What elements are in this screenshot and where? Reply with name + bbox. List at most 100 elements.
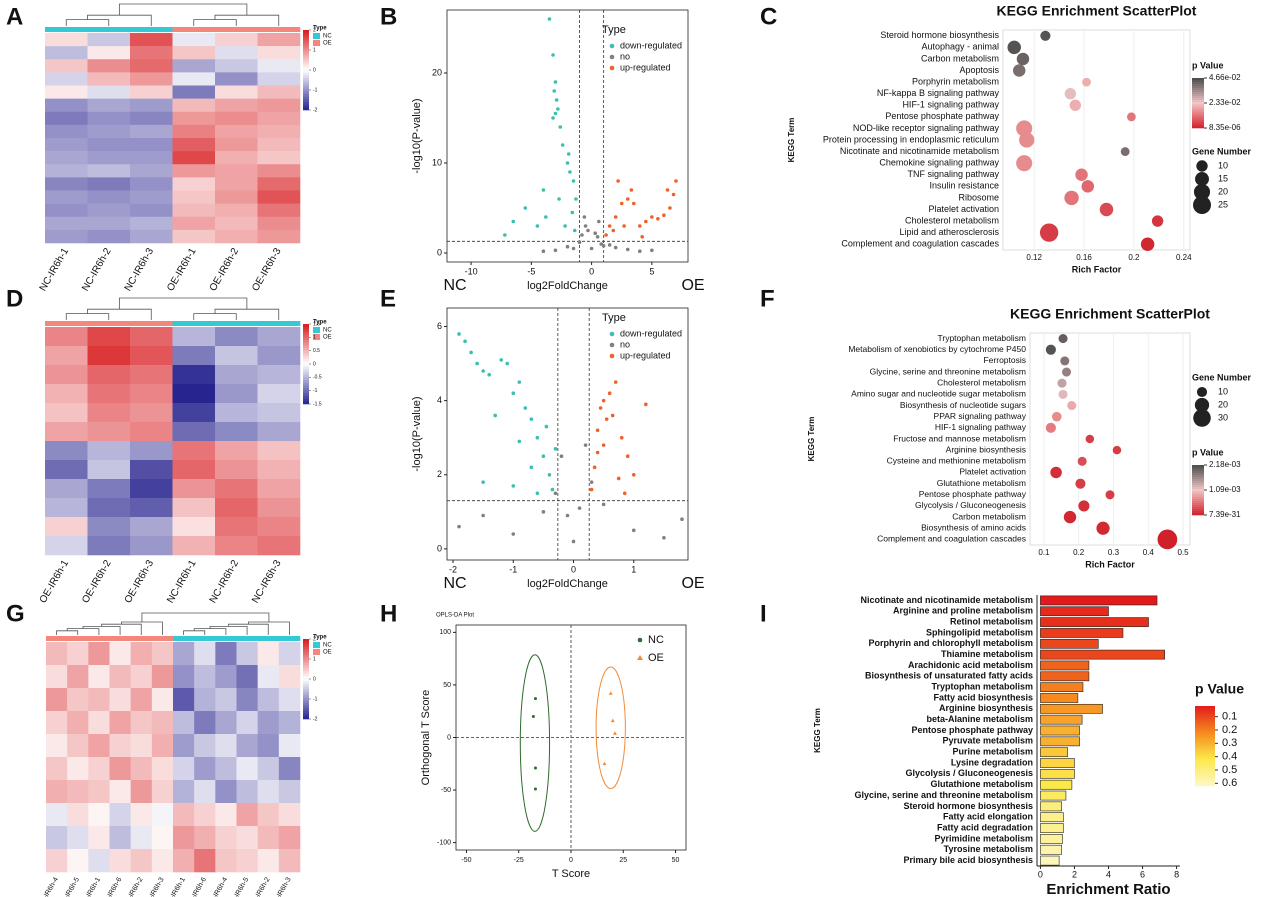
heatmap-cell	[45, 460, 88, 480]
colorbar-step	[1192, 96, 1204, 99]
heatmap-cell	[215, 803, 237, 827]
heatmap-cell	[87, 536, 131, 556]
point	[511, 219, 516, 224]
colorbar-step	[303, 713, 309, 717]
colorbar-label: 4.66e-02	[1209, 73, 1241, 82]
point	[583, 443, 588, 447]
colorbar-label: 0.5	[1222, 764, 1237, 776]
heatmap-cell	[87, 190, 131, 204]
legend-swatch	[313, 649, 320, 655]
colorbar-step	[303, 644, 309, 648]
point	[535, 224, 540, 228]
bar	[1040, 693, 1079, 703]
colorbar-label: 0.6	[1222, 777, 1237, 789]
point	[547, 472, 552, 477]
colorbar-step	[1192, 84, 1204, 87]
heatmap-cell	[45, 229, 88, 244]
legend-swatch	[313, 327, 320, 333]
point	[574, 197, 578, 201]
heatmap-cell	[109, 757, 131, 781]
x-tick-label: 25	[619, 857, 627, 864]
heatmap-cell	[257, 536, 301, 556]
x-tick-label: 0.4	[1143, 548, 1155, 557]
colorbar-step	[303, 711, 309, 714]
size-legend-marker	[1193, 409, 1211, 427]
colorbar-step	[303, 639, 309, 642]
colorbar-step	[1192, 78, 1204, 81]
colorbar-step	[303, 697, 309, 701]
point	[607, 243, 612, 247]
panel-label: A	[6, 3, 23, 30]
colorbar-step	[303, 334, 309, 338]
heatmap-cell	[46, 757, 68, 781]
point	[493, 413, 498, 418]
heatmap-cell	[172, 479, 216, 499]
point	[622, 224, 626, 228]
heatmap-cell	[130, 346, 173, 366]
point	[487, 372, 491, 377]
colorbar-step	[1195, 735, 1215, 739]
colorbar-step	[303, 641, 309, 645]
heatmap-cell	[87, 111, 131, 126]
y-tick-label: Biosynthesis of nucleotide sugars	[900, 400, 1026, 410]
heatmap-cell	[194, 780, 216, 804]
heatmap-cell	[88, 642, 110, 666]
heatmap-cell	[215, 460, 258, 480]
heatmap-cell	[130, 190, 173, 204]
bubble	[1016, 155, 1033, 172]
colorbar-step	[303, 687, 309, 690]
legend-swatch	[313, 334, 320, 340]
heatmap-cell	[257, 229, 301, 244]
type-bar	[215, 636, 237, 641]
type-bar	[46, 636, 68, 641]
colorbar-step	[1192, 481, 1204, 484]
heatmap-cell	[87, 346, 131, 366]
heatmap-cell	[45, 72, 88, 86]
colorbar-step	[303, 64, 309, 68]
point	[589, 480, 594, 484]
point	[481, 513, 485, 518]
heatmap-cell	[67, 734, 89, 758]
point	[665, 188, 670, 192]
point	[638, 249, 642, 253]
heatmap-cell	[173, 826, 195, 850]
x-axis-label: log2FoldChange	[527, 578, 608, 590]
size-legend-label: 10	[1218, 160, 1228, 170]
column-label: OE-IR6h-4	[37, 876, 60, 897]
point	[563, 224, 567, 228]
x-tick-label: 1	[631, 564, 636, 574]
colorbar-step	[1195, 716, 1215, 720]
y-tick-label: PPAR signaling pathway	[934, 411, 1027, 421]
heatmap-cell	[130, 124, 173, 139]
legend-label: NC	[323, 643, 332, 649]
point	[552, 89, 557, 93]
y-tick-label: Pentose phosphate pathway	[919, 489, 1027, 499]
confidence-ellipse	[595, 666, 626, 790]
y-tick-label: Retinol metabolism	[950, 616, 1033, 626]
plot-title: OPLS-DA Plot	[436, 613, 474, 619]
heatmap-cell	[215, 203, 258, 218]
heatmap-cell	[194, 665, 216, 689]
heatmap-cell	[130, 46, 173, 60]
point	[553, 447, 558, 451]
y-tick-label: Pyrimidine metabolism	[934, 833, 1033, 843]
point	[589, 487, 594, 492]
y-tick-label: Metabolism of xenobiotics by cytochrome …	[848, 344, 1026, 354]
y-tick-label: 2	[437, 469, 442, 479]
y-axis-label: Orthogonal T Score	[420, 690, 432, 786]
bubble	[1085, 434, 1095, 444]
column-label: NC-IR6h-5	[228, 876, 251, 897]
colorbar-step	[303, 364, 309, 367]
point	[475, 361, 479, 366]
heatmap-cell	[67, 780, 89, 804]
colorbar-step	[1192, 485, 1204, 488]
heatmap-cell	[130, 479, 173, 499]
heatmap-cell	[45, 203, 88, 218]
heatmap-cell	[87, 403, 131, 423]
size-legend-marker	[1193, 183, 1211, 201]
heatmap-cell	[88, 757, 110, 781]
colorbar-step	[1192, 491, 1204, 494]
heatmap-cell	[257, 365, 301, 385]
heatmap-cell	[215, 734, 237, 758]
point	[558, 125, 563, 129]
